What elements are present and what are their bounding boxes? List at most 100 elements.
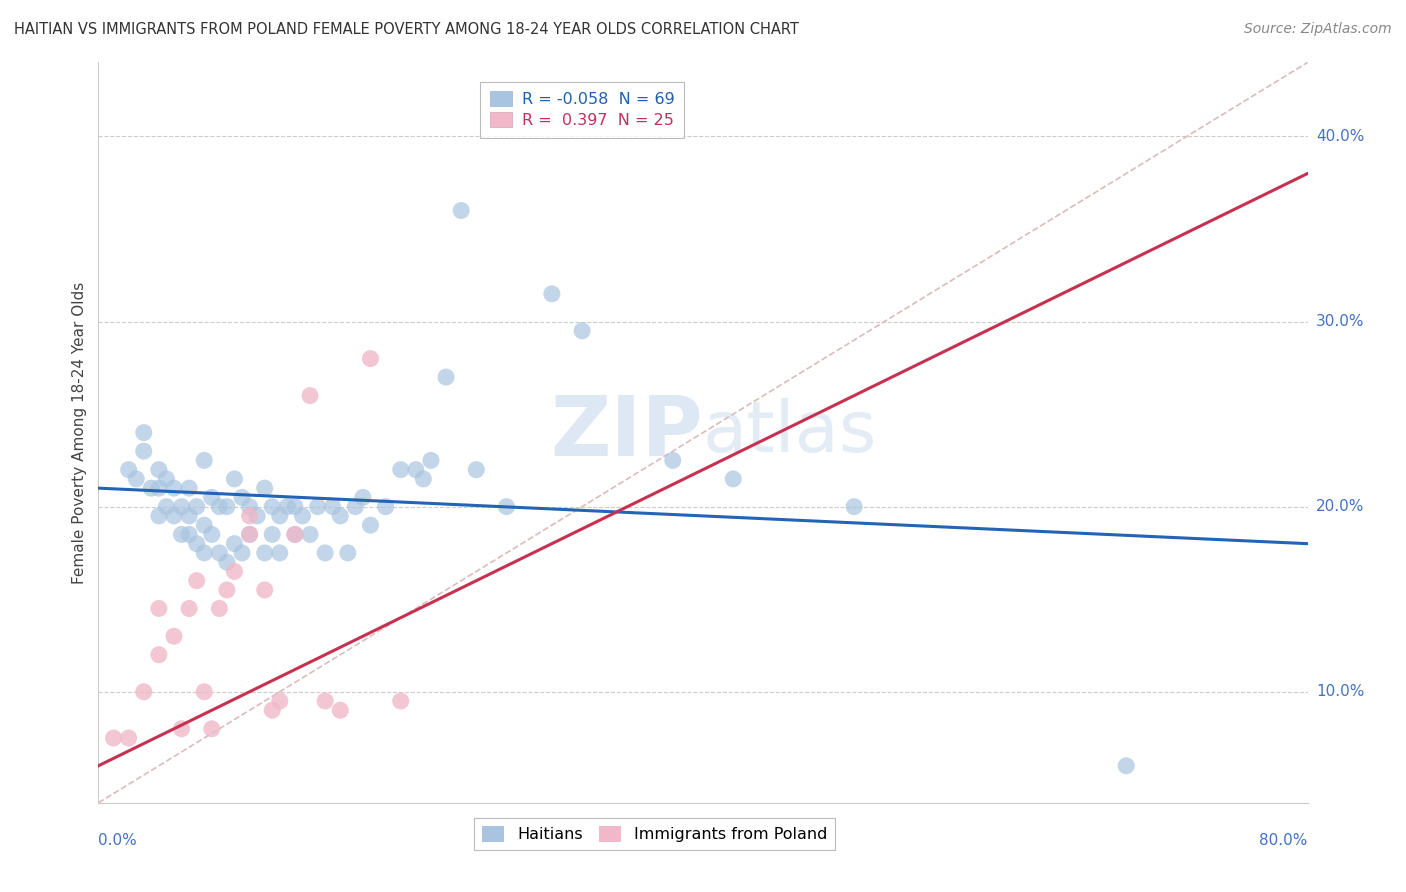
Point — [170, 500, 193, 514]
Point — [291, 508, 314, 523]
Point — [307, 500, 329, 514]
Text: Source: ZipAtlas.com: Source: ZipAtlas.com — [1244, 22, 1392, 37]
Text: 20.0%: 20.0% — [1316, 500, 1364, 514]
Point — [193, 453, 215, 467]
Point — [314, 694, 336, 708]
Point — [329, 508, 352, 523]
Text: atlas: atlas — [703, 398, 877, 467]
Point — [155, 500, 177, 514]
Text: ZIP: ZIP — [551, 392, 703, 473]
Point — [389, 462, 412, 476]
Point — [239, 527, 262, 541]
Text: 30.0%: 30.0% — [1316, 314, 1364, 329]
Legend: Haitians, Immigrants from Poland: Haitians, Immigrants from Poland — [474, 818, 835, 850]
Point — [269, 694, 291, 708]
Point — [253, 481, 276, 495]
Point — [186, 536, 208, 550]
Point — [148, 648, 170, 662]
Text: HAITIAN VS IMMIGRANTS FROM POLAND FEMALE POVERTY AMONG 18-24 YEAR OLDS CORRELATI: HAITIAN VS IMMIGRANTS FROM POLAND FEMALE… — [14, 22, 799, 37]
Point — [208, 546, 231, 560]
Point — [284, 500, 307, 514]
Point — [239, 508, 262, 523]
Point — [253, 582, 276, 597]
Point — [148, 481, 170, 495]
Point — [661, 453, 683, 467]
Point — [329, 703, 352, 717]
Point — [276, 500, 298, 514]
Point — [141, 481, 163, 495]
Point — [118, 462, 141, 476]
Point — [434, 370, 457, 384]
Point — [193, 685, 215, 699]
Point — [163, 481, 186, 495]
Point — [186, 574, 208, 588]
Point — [262, 703, 284, 717]
Point — [186, 500, 208, 514]
Point — [389, 694, 412, 708]
Point — [118, 731, 141, 745]
Point — [314, 546, 336, 560]
Point — [299, 527, 322, 541]
Point — [269, 508, 291, 523]
Point — [201, 491, 224, 505]
Point — [155, 472, 177, 486]
Point — [231, 546, 253, 560]
Point — [336, 546, 359, 560]
Point — [224, 472, 246, 486]
Point — [239, 527, 262, 541]
Point — [103, 731, 125, 745]
Point — [450, 203, 472, 218]
Point — [193, 518, 215, 533]
Point — [262, 527, 284, 541]
Point — [201, 722, 224, 736]
Point — [208, 601, 231, 615]
Point — [170, 527, 193, 541]
Point — [179, 601, 201, 615]
Point — [179, 481, 201, 495]
Point — [148, 462, 170, 476]
Y-axis label: Female Poverty Among 18-24 Year Olds: Female Poverty Among 18-24 Year Olds — [72, 282, 87, 583]
Point — [179, 508, 201, 523]
Text: 0.0%: 0.0% — [98, 833, 138, 848]
Point — [201, 527, 224, 541]
Point — [299, 389, 322, 403]
Point — [163, 629, 186, 643]
Point — [125, 472, 148, 486]
Point — [420, 453, 443, 467]
Point — [540, 286, 562, 301]
Point — [352, 491, 374, 505]
Point — [224, 536, 246, 550]
Point — [193, 546, 215, 560]
Point — [360, 351, 382, 366]
Point — [465, 462, 488, 476]
Point — [148, 508, 170, 523]
Point — [148, 601, 170, 615]
Point — [284, 527, 307, 541]
Point — [344, 500, 367, 514]
Point — [571, 324, 593, 338]
Point — [246, 508, 269, 523]
Point — [163, 508, 186, 523]
Point — [231, 491, 253, 505]
Point — [723, 472, 745, 486]
Point — [284, 527, 307, 541]
Point — [215, 500, 238, 514]
Point — [224, 565, 246, 579]
Point — [253, 546, 276, 560]
Point — [239, 500, 262, 514]
Point — [215, 555, 238, 569]
Point — [495, 500, 517, 514]
Point — [132, 444, 155, 458]
Point — [132, 685, 155, 699]
Point — [170, 722, 193, 736]
Point — [132, 425, 155, 440]
Point — [1115, 758, 1137, 772]
Text: 40.0%: 40.0% — [1316, 129, 1364, 144]
Point — [412, 472, 434, 486]
Point — [374, 500, 396, 514]
Point — [844, 500, 866, 514]
Point — [269, 546, 291, 560]
Point — [360, 518, 382, 533]
Text: 10.0%: 10.0% — [1316, 684, 1364, 699]
Point — [179, 527, 201, 541]
